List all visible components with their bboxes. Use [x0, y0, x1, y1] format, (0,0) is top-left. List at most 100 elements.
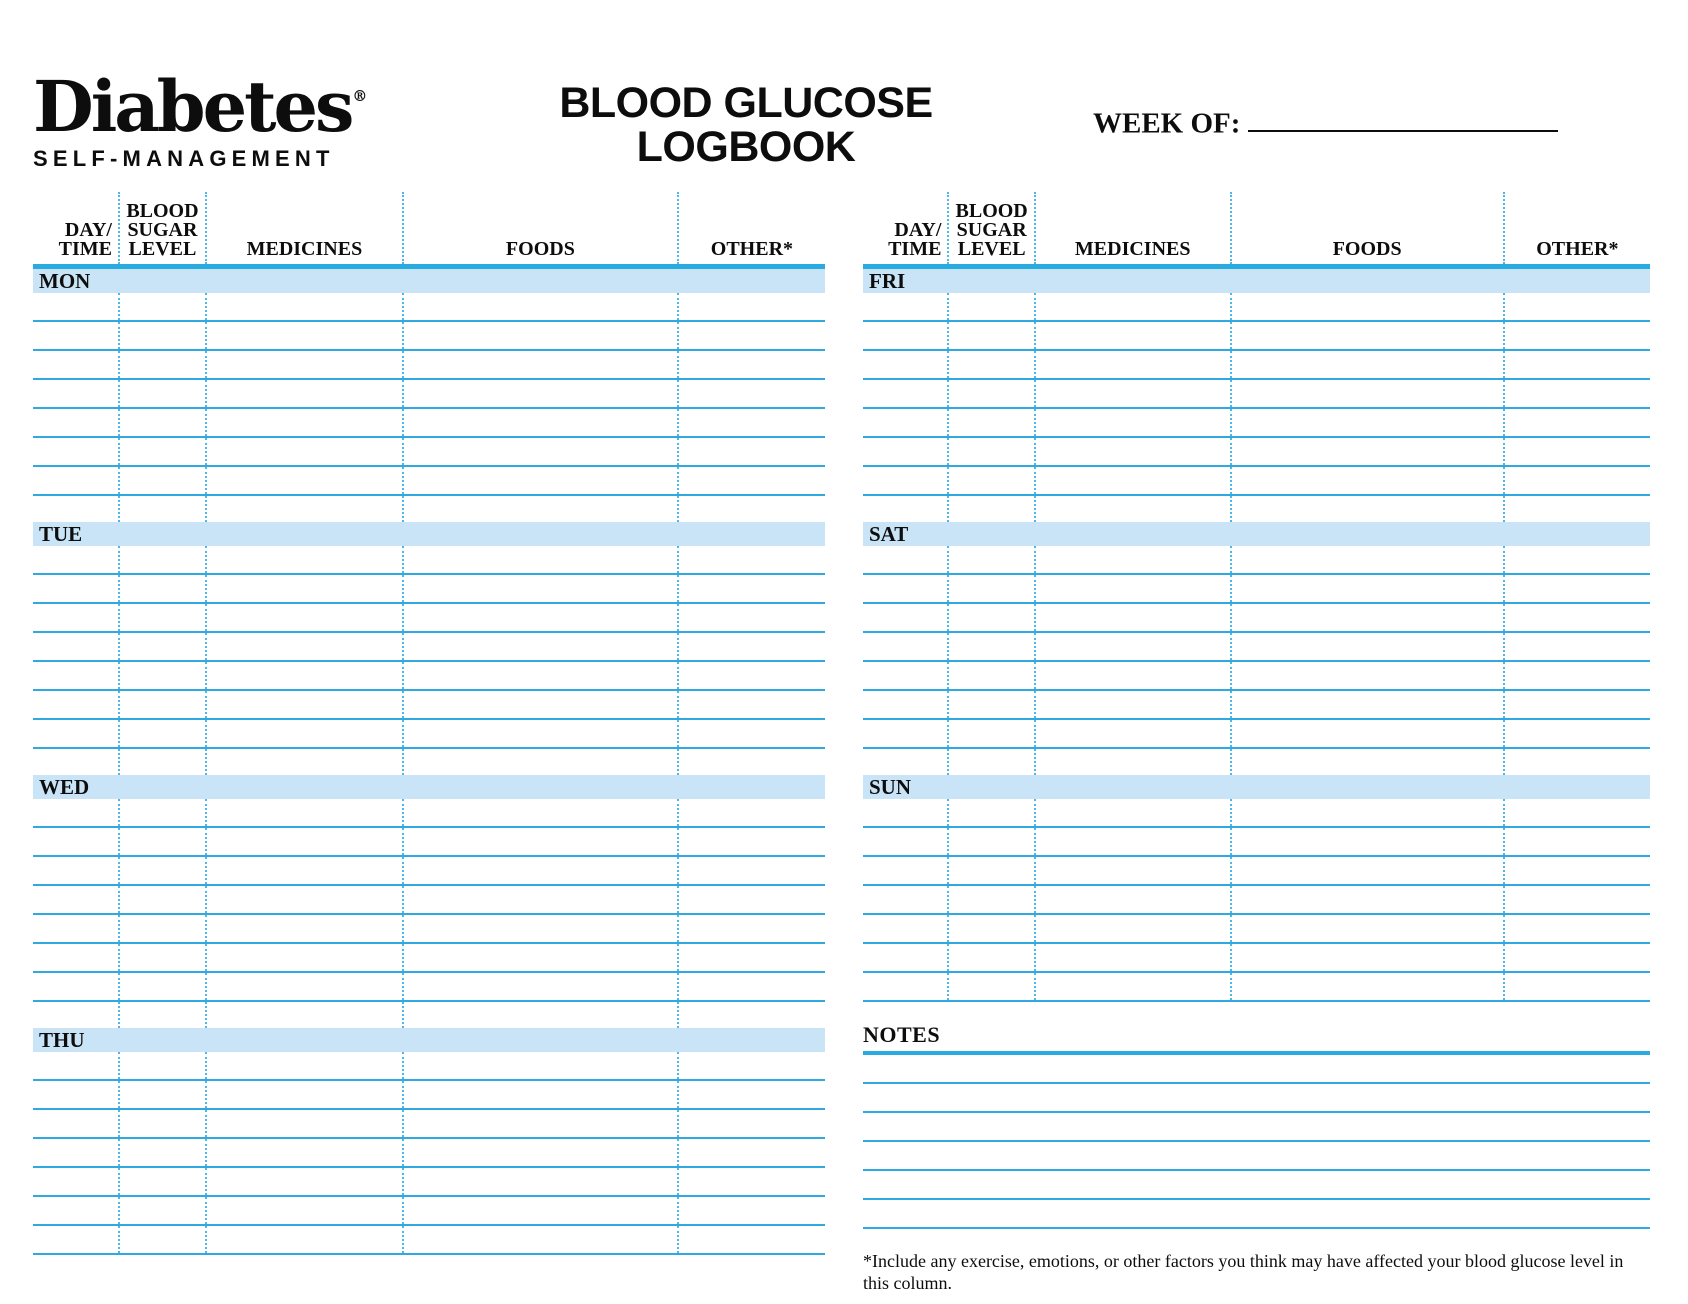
entry-cell-blood-sugar-level	[947, 293, 1033, 320]
entry-cell-blood-sugar-level	[117, 467, 205, 494]
entry-cell-foods	[401, 293, 677, 320]
entry-cell-foods	[401, 749, 677, 775]
entry-cell-blood-sugar-level	[117, 380, 205, 407]
entry-cell-medicines	[1033, 604, 1230, 631]
entry-cell-blood-sugar-level	[947, 857, 1033, 884]
entry-cell-other	[1502, 828, 1650, 855]
entry-cell-medicines	[204, 1110, 402, 1137]
entry-cell-other	[676, 1110, 825, 1137]
entry-row	[33, 857, 825, 886]
entry-cell-other	[1502, 380, 1650, 407]
entry-cell-medicines	[204, 496, 402, 522]
entry-cell-foods	[1229, 886, 1503, 913]
entry-cell-blood-sugar-level	[117, 1052, 205, 1079]
entry-cell-foods	[1229, 293, 1503, 320]
entry-cell-day-time	[863, 691, 947, 718]
entry-cell-other	[676, 546, 825, 573]
entry-cell-medicines	[1033, 496, 1230, 522]
entry-cell-medicines	[204, 380, 402, 407]
entry-cell-foods	[401, 886, 677, 913]
entry-cell-medicines	[204, 351, 402, 378]
entry-row	[33, 973, 825, 1002]
entry-cell-foods	[401, 1168, 677, 1195]
notes-title: NOTES	[863, 1022, 941, 1047]
day-section-sat: SAT	[863, 522, 1650, 775]
notes-header-rule	[863, 1051, 1650, 1055]
entry-cell-foods	[1229, 322, 1503, 349]
entry-row	[863, 691, 1650, 720]
entry-cell-day-time	[33, 1139, 118, 1166]
entry-row	[863, 749, 1650, 775]
day-label-mon: MON	[39, 269, 91, 293]
entry-row	[33, 351, 825, 380]
entry-cell-day-time	[33, 886, 118, 913]
entry-cell-day-time	[863, 828, 947, 855]
entry-cell-other	[676, 633, 825, 660]
entry-cell-day-time	[863, 662, 947, 689]
logo-tagline: SELF-MANAGEMENT	[33, 146, 335, 171]
entry-cell-day-time	[863, 799, 947, 826]
entry-cell-medicines	[204, 857, 402, 884]
entry-cell-foods	[401, 1052, 677, 1079]
entry-cell-day-time	[33, 1197, 118, 1224]
entry-cell-blood-sugar-level	[117, 720, 205, 747]
entry-cell-foods	[401, 322, 677, 349]
entry-cell-medicines	[1033, 662, 1230, 689]
entry-cell-foods	[1229, 857, 1503, 884]
entry-cell-medicines	[204, 1002, 402, 1028]
entry-row	[33, 1002, 825, 1028]
entry-cell-medicines	[204, 720, 402, 747]
entry-cell-foods	[1229, 973, 1503, 1000]
entry-cell-foods	[1229, 438, 1503, 465]
entry-cell-blood-sugar-level	[117, 351, 205, 378]
entry-cell-medicines	[204, 915, 402, 942]
entry-cell-other	[1502, 467, 1650, 494]
entry-cell-day-time	[863, 720, 947, 747]
entry-cell-foods	[1229, 380, 1503, 407]
entry-cell-day-time	[33, 1226, 118, 1253]
entry-cell-other	[676, 1139, 825, 1166]
entry-cell-blood-sugar-level	[117, 575, 205, 602]
entry-row	[33, 467, 825, 496]
entry-cell-foods	[401, 438, 677, 465]
entry-cell-foods	[401, 604, 677, 631]
entry-cell-medicines	[204, 1226, 402, 1253]
entry-cell-blood-sugar-level	[117, 915, 205, 942]
column-header-blood-sugar-level: BLOOD SUGAR LEVEL	[117, 192, 205, 264]
entry-cell-foods	[1229, 575, 1503, 602]
entry-row	[33, 662, 825, 691]
entry-row	[863, 633, 1650, 662]
entry-cell-other	[676, 828, 825, 855]
entry-cell-other	[1502, 546, 1650, 573]
entry-cell-day-time	[33, 1168, 118, 1195]
entry-row	[33, 1168, 825, 1197]
entry-cell-blood-sugar-level	[117, 409, 205, 436]
entry-cell-blood-sugar-level	[117, 857, 205, 884]
column-header-line: LEVEL	[957, 238, 1026, 260]
entry-cell-other	[676, 1081, 825, 1108]
column-header-day-time: DAY/TIME	[33, 192, 118, 264]
registered-trademark-icon: ®	[352, 87, 368, 105]
entry-cell-day-time	[863, 886, 947, 913]
entry-cell-foods	[1229, 828, 1503, 855]
entry-cell-other	[1502, 293, 1650, 320]
entry-cell-day-time	[863, 293, 947, 320]
entry-row	[33, 1052, 825, 1081]
entry-cell-medicines	[204, 828, 402, 855]
entry-cell-medicines	[204, 467, 402, 494]
entry-row	[33, 633, 825, 662]
entry-cell-foods	[1229, 409, 1503, 436]
column-header-line: FOODS	[1332, 238, 1402, 260]
entry-row	[863, 438, 1650, 467]
entry-cell-medicines	[204, 973, 402, 1000]
entry-cell-foods	[401, 828, 677, 855]
entry-cell-medicines	[204, 944, 402, 971]
entry-cell-other	[676, 604, 825, 631]
day-header-wed: WED	[33, 775, 825, 799]
entry-cell-blood-sugar-level	[947, 691, 1033, 718]
entry-cell-day-time	[33, 857, 118, 884]
entry-cell-medicines	[204, 633, 402, 660]
entry-cell-day-time	[863, 633, 947, 660]
entry-cell-blood-sugar-level	[117, 1002, 205, 1028]
entry-cell-medicines	[1033, 720, 1230, 747]
